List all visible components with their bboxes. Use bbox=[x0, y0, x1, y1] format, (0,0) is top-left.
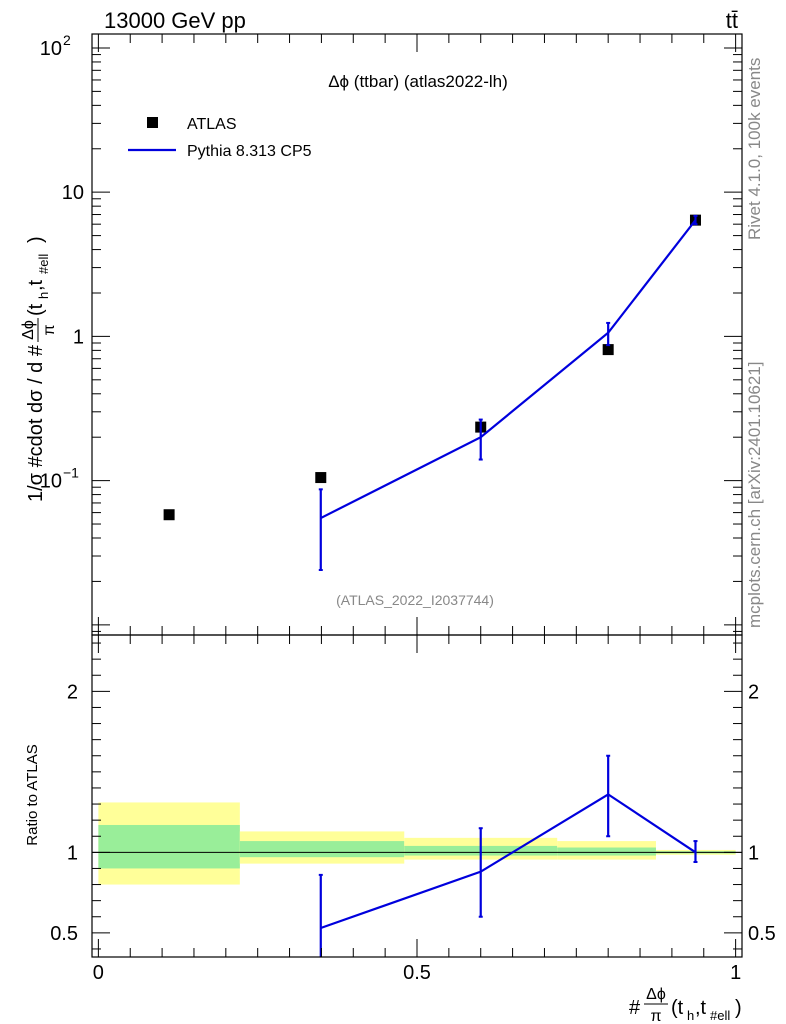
main-plot-title: Δϕ (ttbar) (atlas2022-lh) bbox=[328, 72, 508, 91]
x-label-t: (t bbox=[671, 997, 684, 1019]
main-series-layer bbox=[163, 214, 701, 571]
ratio-plot-frame bbox=[91, 634, 743, 958]
ratio-y-tick-label-left: 1 bbox=[67, 842, 78, 864]
y-label-close: ) bbox=[25, 236, 47, 243]
x-tick-label: 0.5 bbox=[403, 962, 431, 984]
ratio-pythia-line bbox=[320, 793, 697, 930]
y-label-sub-h: h bbox=[36, 292, 51, 299]
ratio-band-inner bbox=[557, 847, 656, 856]
main-y-tick-label: 10 bbox=[62, 182, 84, 204]
analysis-tag: (ATLAS_2022_I2037744) bbox=[336, 592, 494, 608]
ratio-band-inner bbox=[98, 824, 240, 869]
atlas-data-point bbox=[163, 509, 175, 521]
ratio-y-tick-label-left: 0.5 bbox=[50, 923, 78, 945]
main-y-axis-label: 1/σ #cdot dσ / d # Δϕ π (t h ,t #ell ) bbox=[20, 236, 58, 502]
main-y-tick-label: 10 bbox=[40, 38, 62, 60]
x-tick-label: 1 bbox=[730, 962, 741, 984]
legend-atlas-label: ATLAS bbox=[187, 116, 237, 133]
x-axis-label: # Δϕ π (t h ,t #ell ) bbox=[629, 986, 742, 1024]
main-y-tick-exponent: 2 bbox=[63, 32, 71, 48]
ratio-y-tick-label-right: 2 bbox=[748, 681, 759, 703]
ratio-y-tick-label-right: 0.5 bbox=[748, 923, 776, 945]
atlas-data-point bbox=[602, 344, 614, 356]
rivet-version-label: Rivet 4.1.0, 100k events bbox=[745, 58, 764, 240]
ratio-y-tick-label-left: 2 bbox=[67, 681, 78, 703]
ratio-band-inner bbox=[239, 841, 405, 858]
x-label-sub-h: h bbox=[687, 1008, 694, 1023]
main-y-tick-exponent: −1 bbox=[63, 465, 79, 481]
y-label-sub-ell: #ell bbox=[36, 254, 51, 274]
legend-atlas-marker bbox=[147, 117, 158, 128]
ratio-series-layer bbox=[318, 754, 698, 957]
x-label-t2: ,t bbox=[695, 997, 707, 1019]
ratio-y-axis-label: Ratio to ATLAS bbox=[24, 744, 41, 845]
mcplots-source-label: mcplots.cern.ch [arXiv:2401.10621] bbox=[745, 362, 764, 628]
x-label-close: ) bbox=[735, 997, 742, 1019]
ratio-axis-ticks: 0.5 0.5 1 1 2 2 0 0.5 1 bbox=[50, 635, 776, 984]
legend-pythia-label: Pythia 8.313 CP5 bbox=[187, 143, 312, 160]
y-label-numerator: Δϕ bbox=[20, 320, 37, 340]
y-label-denominator: π bbox=[41, 324, 58, 335]
atlas-data-point bbox=[315, 472, 327, 484]
y-label-prefix: 1/σ #cdot dσ / d # bbox=[25, 344, 47, 502]
x-label-denominator: π bbox=[650, 1008, 661, 1024]
x-label-sub-ell: #ell bbox=[710, 1008, 730, 1023]
pythia-series-line bbox=[320, 219, 697, 520]
main-y-tick-label: 1 bbox=[73, 326, 84, 348]
header-energy-label: 13000 GeV pp bbox=[104, 8, 246, 33]
main-y-tick-label: 10 bbox=[40, 471, 62, 493]
y-label-t2: ,t bbox=[25, 279, 47, 291]
x-label-hash: # bbox=[629, 997, 641, 1019]
header-process-label: tt̄ bbox=[726, 8, 738, 33]
x-label-numerator: Δϕ bbox=[646, 986, 666, 1003]
x-tick-label: 0 bbox=[93, 962, 104, 984]
y-label-t: (t bbox=[25, 303, 47, 316]
ratio-y-tick-label-right: 1 bbox=[748, 842, 759, 864]
